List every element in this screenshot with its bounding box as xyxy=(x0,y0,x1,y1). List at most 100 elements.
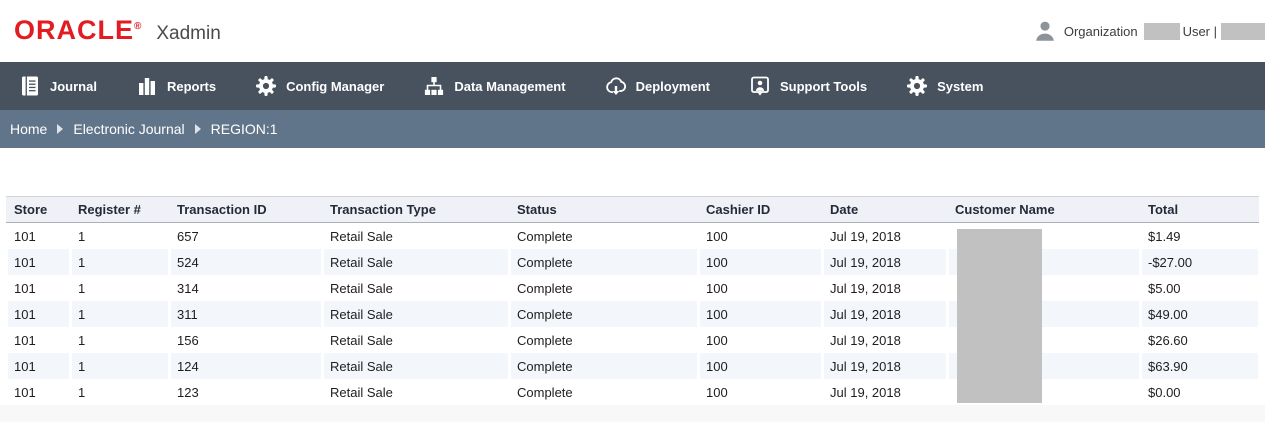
customer-names-redacted xyxy=(957,229,1042,403)
table-cell: Jul 19, 2018 xyxy=(822,327,947,353)
table-cell: $49.00 xyxy=(1140,301,1259,327)
table-cell: $5.00 xyxy=(1140,275,1259,301)
table-cell: 101 xyxy=(6,301,70,327)
table-cell: $0.00 xyxy=(1140,379,1259,405)
cloud-download-icon xyxy=(604,74,628,98)
table-cell: Complete xyxy=(509,353,698,379)
organization-value-redacted xyxy=(1143,22,1180,40)
table-cell: 124 xyxy=(169,353,322,379)
table-cell: 101 xyxy=(6,353,70,379)
nav-item-label: Config Manager xyxy=(286,78,385,94)
nav-item-label: Support Tools xyxy=(779,78,868,94)
breadcrumb: Home Electronic Journal REGION:1 xyxy=(0,110,1265,148)
table-row[interactable]: 101 1 524 Retail Sale Complete 100 Jul 19, 201… xyxy=(6,249,1259,275)
table-cell: 101 xyxy=(6,327,70,353)
support-person-icon xyxy=(748,74,772,98)
table-cell: 100 xyxy=(698,275,822,301)
table-cell: 156 xyxy=(169,327,322,353)
bar-chart-icon xyxy=(135,74,159,98)
table-cell: $26.60 xyxy=(1140,327,1259,353)
table-cell: 123 xyxy=(169,379,322,405)
table-cell: 100 xyxy=(698,379,822,405)
nav-item-label: Data Management xyxy=(454,78,566,94)
nav-item-reports[interactable]: Reports xyxy=(135,62,216,110)
table-cell: 311 xyxy=(169,301,322,327)
column-header-total: Total xyxy=(1140,196,1259,223)
table-cell: Jul 19, 2018 xyxy=(822,353,947,379)
table-cell: 101 xyxy=(6,223,70,249)
nav-item-label: Deployment xyxy=(635,78,710,94)
breadcrumb-electronic-journal[interactable]: Electronic Journal xyxy=(73,121,185,137)
table-cell: Retail Sale xyxy=(322,379,509,405)
app-header: ORACLE® Xadmin Organization User | xyxy=(0,0,1265,62)
column-header-transaction-type: Transaction Type xyxy=(322,196,509,223)
table-cell: Retail Sale xyxy=(322,275,509,301)
table-row[interactable]: 101 1 314 Retail Sale Complete 100 Jul 19, 201… xyxy=(6,275,1259,301)
table-cell: -$27.00 xyxy=(1140,249,1259,275)
table-row[interactable]: 101 1 311 Retail Sale Complete 100 Jul 19, 201… xyxy=(6,301,1259,327)
table-cell: 100 xyxy=(698,353,822,379)
table-cell: 1 xyxy=(70,379,169,405)
user-value-redacted xyxy=(1221,22,1265,40)
table-cell: Retail Sale xyxy=(322,327,509,353)
table-cell: Jul 19, 2018 xyxy=(822,223,947,249)
nav-item-data-management[interactable]: Data Management xyxy=(422,62,566,110)
main-nav: Journal Reports xyxy=(0,62,1265,110)
column-header-customer-name: Customer Name xyxy=(947,196,1140,223)
table-cell: Complete xyxy=(509,301,698,327)
content-area: Store Register # Transaction ID Transact… xyxy=(0,148,1265,422)
brand: ORACLE® Xadmin xyxy=(14,17,221,45)
table-cell: Complete xyxy=(509,249,698,275)
table-cell: 1 xyxy=(70,249,169,275)
nav-item-system[interactable]: System xyxy=(905,62,983,110)
table-cell: 314 xyxy=(169,275,322,301)
table-cell: Complete xyxy=(509,275,698,301)
table-row[interactable]: 101 1 156 Retail Sale Complete 100 Jul 19, 201… xyxy=(6,327,1259,353)
nav-item-deployment[interactable]: Deployment xyxy=(604,62,710,110)
table-row[interactable]: 101 1 124 Retail Sale Complete 100 Jul 19, 201… xyxy=(6,353,1259,379)
column-header-date: Date xyxy=(822,196,947,223)
table-cell: Complete xyxy=(509,327,698,353)
table-cell: 100 xyxy=(698,249,822,275)
table-cell: 1 xyxy=(70,301,169,327)
table-cell: 657 xyxy=(169,223,322,249)
nav-item-label: Reports xyxy=(166,78,217,94)
table-cell: $1.49 xyxy=(1140,223,1259,249)
table-cell: Complete xyxy=(509,379,698,405)
nav-item-label: System xyxy=(937,78,984,94)
table-cell: Jul 19, 2018 xyxy=(822,249,947,275)
app-name: Xadmin xyxy=(156,23,221,44)
person-icon xyxy=(1032,16,1058,46)
nav-item-config-manager[interactable]: Config Manager xyxy=(254,62,384,110)
table-cell: 524 xyxy=(169,249,322,275)
breadcrumb-arrow-icon xyxy=(57,124,64,134)
user-info-area: Organization User | xyxy=(1032,16,1265,46)
table-cell: 1 xyxy=(70,275,169,301)
column-header-store: Store xyxy=(6,196,70,223)
column-header-status: Status xyxy=(509,196,698,223)
footer-strip xyxy=(0,405,1265,422)
table-cell: Jul 19, 2018 xyxy=(822,301,947,327)
column-header-register: Register # xyxy=(70,196,169,223)
table-cell: 100 xyxy=(698,327,822,353)
nav-item-journal[interactable]: Journal xyxy=(18,62,97,110)
column-header-cashier-id: Cashier ID xyxy=(698,196,822,223)
table-row[interactable]: 101 1 657 Retail Sale Complete 100 Jul 19, 201… xyxy=(6,223,1259,249)
breadcrumb-region: REGION:1 xyxy=(210,121,278,137)
breadcrumb-arrow-icon xyxy=(194,124,201,134)
table-cell: 100 xyxy=(698,301,822,327)
table-cell: Retail Sale xyxy=(322,301,509,327)
breadcrumb-home[interactable]: Home xyxy=(10,121,48,137)
sitemap-icon xyxy=(422,74,446,98)
table-cell: $63.90 xyxy=(1140,353,1259,379)
journal-table: Store Register # Transaction ID Transact… xyxy=(6,196,1259,405)
nav-item-label: Journal xyxy=(50,78,97,94)
column-header-transaction-id: Transaction ID xyxy=(169,196,322,223)
oracle-logo: ORACLE® xyxy=(14,15,143,45)
table-row[interactable]: 101 1 123 Retail Sale Complete 100 Jul 19, 201… xyxy=(6,379,1259,405)
table-cell: 101 xyxy=(6,249,70,275)
table-cell: 1 xyxy=(70,353,169,379)
nav-item-support-tools[interactable]: Support Tools xyxy=(748,62,867,110)
table-cell: Jul 19, 2018 xyxy=(822,275,947,301)
